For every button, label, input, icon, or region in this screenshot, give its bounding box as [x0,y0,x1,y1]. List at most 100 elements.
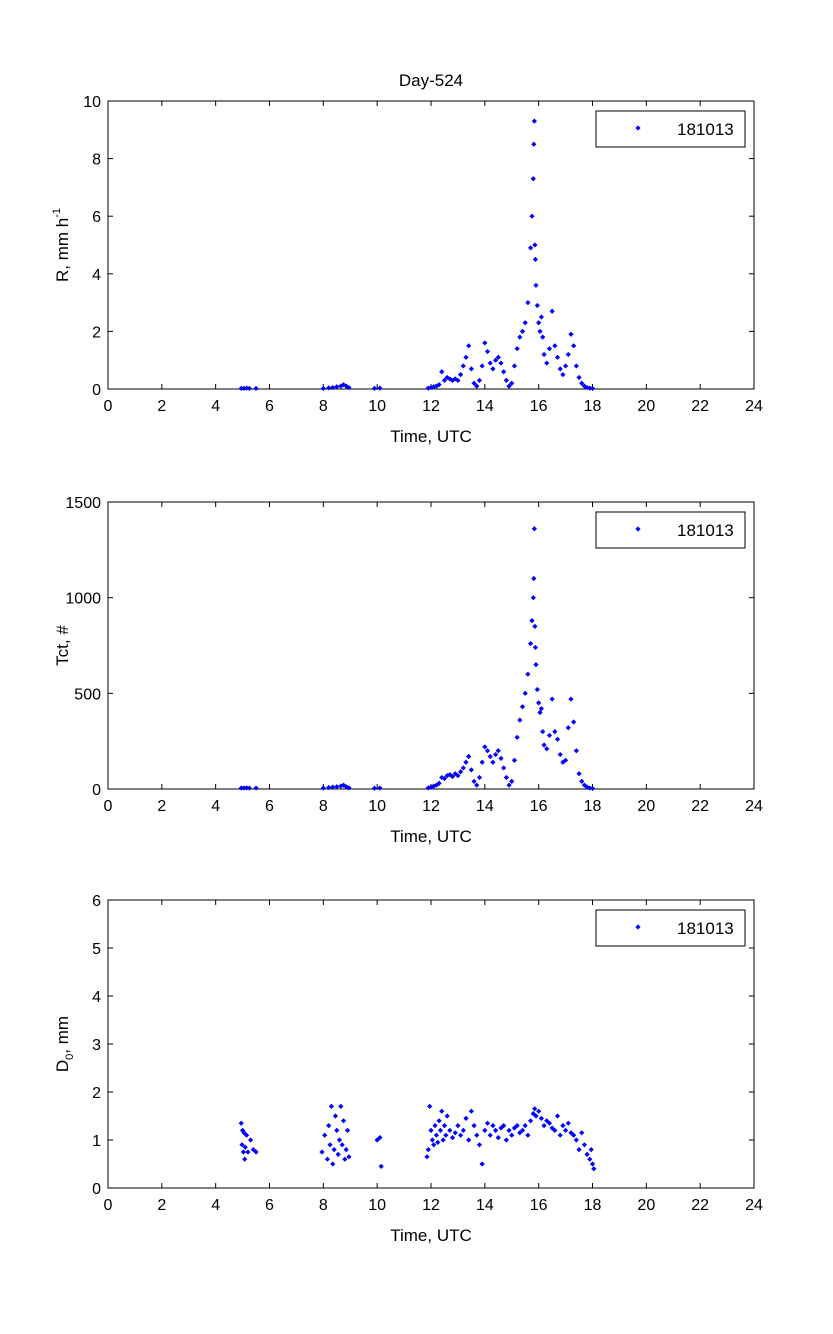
data-point [591,1166,597,1172]
data-point [487,1132,493,1138]
legend-marker [635,924,641,930]
data-point [522,690,528,696]
data-point [436,382,442,388]
data-point [455,377,461,383]
data-point [490,759,496,765]
data-point [474,383,480,389]
data-point [501,765,507,771]
data-point [531,526,537,532]
data-point [573,363,579,369]
y-tick-label: 10 [83,94,101,111]
y-tick-label: 0 [92,1181,101,1198]
data-point [554,354,561,360]
data-point [503,377,509,383]
x-tick-label: 24 [745,798,763,815]
data-point [484,1120,491,1126]
x-tick-label: 24 [745,1197,763,1214]
x-tick-label: 20 [637,1197,655,1214]
data-point [338,1103,344,1109]
data-point [565,1120,571,1126]
data-point [584,784,590,790]
data-point [330,1161,336,1167]
data-point [506,782,512,788]
data-point [503,1137,509,1143]
legend-marker [635,526,641,532]
chart-title: Day-524 [399,71,463,90]
data-point [541,351,547,358]
data-point [527,640,534,647]
data-point [525,671,531,677]
y-tick-label: 6 [92,209,101,226]
x-tick-label: 22 [691,798,709,815]
data-point [579,1130,585,1136]
data-point [238,1120,244,1126]
data-point [439,1108,445,1114]
data-point [484,748,491,754]
data-point [482,340,488,346]
data-point [557,751,563,758]
data-point [581,383,588,389]
data-point [565,351,571,358]
legend-box [595,511,746,549]
data-point [238,785,244,791]
data-point [546,1120,553,1126]
x-tick-label: 2 [157,798,166,815]
data-point [589,785,596,792]
data-point [530,176,536,182]
data-point [371,385,378,392]
x-tick-label: 14 [476,798,494,815]
data-point [344,1127,351,1133]
data-point [587,1156,593,1162]
data-point [532,644,539,651]
data-point [378,1163,384,1169]
x-tick-label: 14 [476,1197,494,1214]
x-tick-label: 0 [104,1197,113,1214]
data-point [479,1161,485,1167]
data-point [522,1123,528,1129]
data-point [425,1147,431,1153]
data-point [534,302,540,309]
data-point [463,354,469,360]
x-tick-label: 16 [530,798,548,815]
data-point [340,1118,347,1124]
data-point [444,773,450,779]
data-point [487,753,493,760]
data-point [495,354,501,360]
x-tick-label: 2 [157,1197,166,1214]
data-point [455,1123,461,1129]
data-point [339,1142,345,1148]
legend-box [595,110,746,148]
data-point [541,742,547,748]
data-point [320,785,326,791]
data-point [549,308,555,314]
x-tick-label: 18 [584,798,602,815]
data-point [584,384,590,391]
x-axis-label: Time, UTC [390,1226,472,1245]
data-point [458,1132,464,1138]
data-point [537,709,543,716]
data-point [514,346,520,352]
data-point [244,385,250,391]
data-point [432,1123,438,1129]
data-point [342,1156,348,1162]
x-tick-label: 4 [211,798,220,815]
data-point [546,346,553,352]
y-axis-label-main: D [53,1060,72,1072]
data-point [433,782,439,788]
data-point [552,729,558,735]
data-point [452,1130,458,1136]
data-point [468,366,474,372]
data-point [471,380,477,386]
y-tick-label: 500 [74,686,101,703]
data-point [452,376,458,382]
data-point [511,1125,518,1131]
data-point [529,618,535,624]
data-point [484,348,491,355]
data-point [540,729,546,735]
y-tick-label: 8 [92,152,101,169]
data-point [529,213,535,219]
data-point [533,1113,539,1119]
data-point [490,1123,496,1129]
data-point [537,328,543,334]
data-point [533,662,539,668]
